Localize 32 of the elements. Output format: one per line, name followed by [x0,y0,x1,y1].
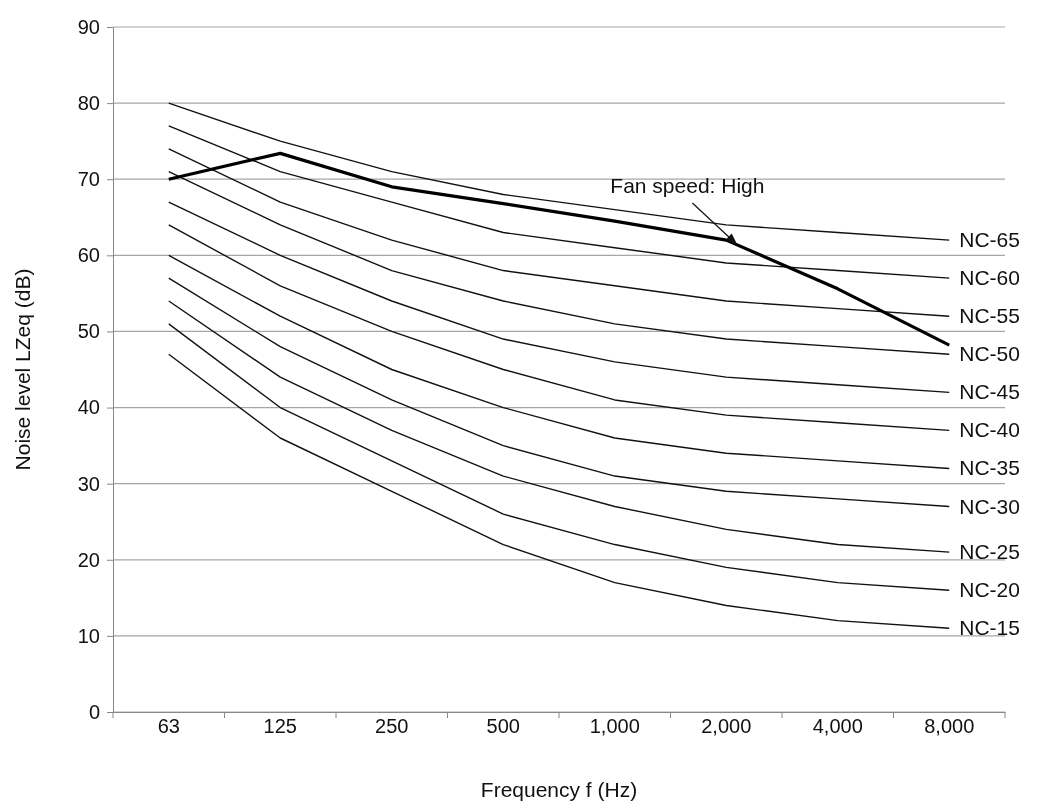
y-tick-label: 80 [77,92,100,115]
series-label: NC-20 [959,578,1020,602]
series-label: NC-15 [959,616,1020,640]
series-label: NC-45 [959,380,1020,404]
series-label: NC-65 [959,228,1020,252]
x-tick-label: 63 [157,715,180,737]
y-tick-label: 70 [77,168,100,191]
y-tick-label: 90 [77,15,100,38]
x-tick-label: 8,000 [924,715,975,737]
x-tick-label: 1,000 [589,715,640,737]
series-label: NC-60 [959,266,1020,290]
y-tick-label: 10 [77,624,100,647]
y-tick-label: 0 [88,700,100,723]
series-label: NC-35 [959,456,1020,480]
x-axis-title: Frequency f (Hz) [480,778,638,801]
series-label: NC-55 [959,304,1020,328]
y-tick-label: 60 [77,244,100,267]
y-tick-label: 40 [77,396,100,419]
x-tick-label: 4,000 [812,715,863,737]
series-label: NC-50 [959,342,1020,366]
x-tick-label: 125 [263,715,297,737]
y-tick-label: 20 [77,548,100,571]
y-tick-label: 50 [77,320,100,343]
y-axis-title: Noise level LZeq (dB) [11,268,34,471]
series-label: NC-30 [959,494,1020,518]
x-tick-label: 2,000 [701,715,752,737]
x-tick-label: 500 [486,715,520,737]
series-label: Fan speed: High [610,173,765,197]
y-tick-label: 30 [77,472,100,495]
series-label: NC-25 [959,540,1020,564]
series-label: NC-40 [959,418,1020,442]
x-tick-label: 250 [375,715,409,737]
